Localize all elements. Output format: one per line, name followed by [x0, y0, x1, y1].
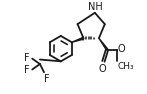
Polygon shape	[99, 38, 108, 50]
Text: F: F	[24, 64, 30, 75]
Polygon shape	[72, 37, 84, 42]
Text: O: O	[118, 44, 125, 54]
Text: F: F	[24, 53, 30, 63]
Text: CH₃: CH₃	[117, 62, 134, 71]
Text: O: O	[99, 64, 106, 74]
Text: NH: NH	[88, 2, 103, 12]
Text: F: F	[44, 74, 50, 85]
